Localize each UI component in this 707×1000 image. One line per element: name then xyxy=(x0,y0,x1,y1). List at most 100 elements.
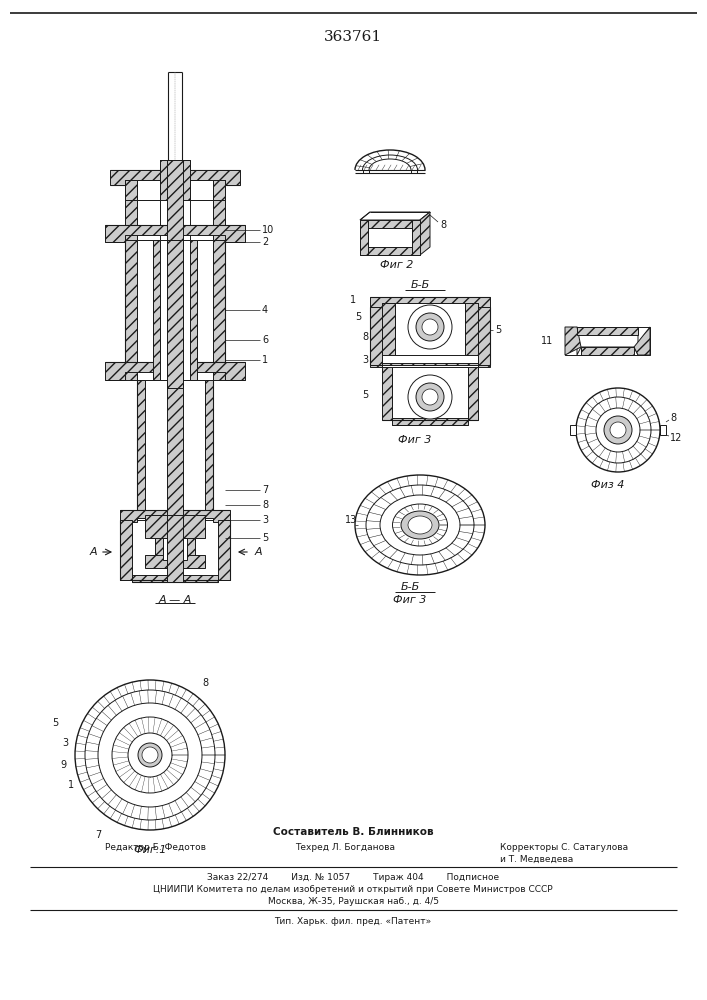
Ellipse shape xyxy=(408,516,432,534)
Polygon shape xyxy=(368,247,412,255)
Polygon shape xyxy=(190,180,213,200)
Text: Тип. Харьк. фил. пред. «Патент»: Тип. Харьк. фил. пред. «Патент» xyxy=(274,918,432,926)
Polygon shape xyxy=(370,297,490,307)
Circle shape xyxy=(138,743,162,767)
Polygon shape xyxy=(167,388,183,515)
Polygon shape xyxy=(110,160,240,185)
Text: 9: 9 xyxy=(60,760,66,770)
Circle shape xyxy=(128,733,172,777)
Polygon shape xyxy=(392,418,468,425)
Text: Фиг.1: Фиг.1 xyxy=(134,845,167,855)
Text: 5: 5 xyxy=(362,390,368,400)
Text: Редактор Б. Федотов: Редактор Б. Федотов xyxy=(105,842,206,852)
Polygon shape xyxy=(213,180,225,200)
Bar xyxy=(163,538,187,560)
Polygon shape xyxy=(120,520,230,580)
Text: Составитель В. Блинников: Составитель В. Блинников xyxy=(273,827,433,837)
Text: Физ 4: Физ 4 xyxy=(591,480,625,490)
Polygon shape xyxy=(167,515,183,582)
Text: 1: 1 xyxy=(350,295,356,305)
Polygon shape xyxy=(145,555,205,568)
Text: Фиг 3: Фиг 3 xyxy=(393,595,427,605)
Circle shape xyxy=(85,690,215,820)
Ellipse shape xyxy=(380,495,460,555)
Polygon shape xyxy=(160,160,190,200)
Text: 1: 1 xyxy=(68,780,74,790)
Polygon shape xyxy=(137,200,160,240)
Text: Б-Б: Б-Б xyxy=(400,582,420,592)
Polygon shape xyxy=(137,380,145,510)
Polygon shape xyxy=(382,367,392,420)
Polygon shape xyxy=(105,362,245,380)
Bar xyxy=(145,380,205,510)
Polygon shape xyxy=(565,327,581,355)
Polygon shape xyxy=(190,240,197,380)
Text: Фиг 3: Фиг 3 xyxy=(398,435,432,445)
Circle shape xyxy=(576,388,660,472)
Text: 7: 7 xyxy=(262,485,268,495)
Text: 5: 5 xyxy=(52,718,58,728)
Bar xyxy=(137,240,153,380)
Polygon shape xyxy=(420,212,430,255)
Circle shape xyxy=(422,389,438,405)
Text: 6: 6 xyxy=(262,335,268,345)
Text: Заказ 22/274        Изд. № 1057        Тираж 404        Подписное: Заказ 22/274 Изд. № 1057 Тираж 404 Подпи… xyxy=(207,874,499,882)
Ellipse shape xyxy=(401,511,439,539)
Polygon shape xyxy=(132,575,218,582)
Polygon shape xyxy=(213,185,225,240)
Polygon shape xyxy=(125,240,137,380)
Circle shape xyxy=(112,717,188,793)
Bar xyxy=(392,367,468,420)
Polygon shape xyxy=(577,327,638,355)
Text: 5: 5 xyxy=(262,533,268,543)
Text: 1: 1 xyxy=(262,355,268,365)
Circle shape xyxy=(75,680,225,830)
Bar xyxy=(565,327,650,355)
Polygon shape xyxy=(145,515,205,545)
Text: 13: 13 xyxy=(345,515,357,525)
Bar xyxy=(360,220,420,255)
Text: 3: 3 xyxy=(362,355,368,365)
Polygon shape xyxy=(360,220,368,255)
Polygon shape xyxy=(478,307,490,365)
Polygon shape xyxy=(120,520,132,580)
Text: 8: 8 xyxy=(362,332,368,342)
Polygon shape xyxy=(125,185,137,240)
Circle shape xyxy=(408,305,452,349)
Polygon shape xyxy=(155,538,195,560)
Text: Фиг 2: Фиг 2 xyxy=(380,260,414,270)
Bar xyxy=(570,425,576,435)
Polygon shape xyxy=(360,212,430,220)
Polygon shape xyxy=(125,185,225,240)
Text: и Т. Медведева: и Т. Медведева xyxy=(500,854,573,863)
Text: 5: 5 xyxy=(495,325,501,335)
Circle shape xyxy=(416,383,444,411)
Text: 3: 3 xyxy=(62,738,68,748)
Polygon shape xyxy=(634,327,650,355)
Polygon shape xyxy=(468,367,478,420)
Polygon shape xyxy=(167,240,183,388)
Circle shape xyxy=(604,416,632,444)
Ellipse shape xyxy=(355,475,485,575)
Text: ЦНИИПИ Комитета по делам изобретений и открытий при Совете Министров СССР: ЦНИИПИ Комитета по делам изобретений и о… xyxy=(153,886,553,894)
Polygon shape xyxy=(167,160,183,240)
Ellipse shape xyxy=(392,504,448,546)
Text: А: А xyxy=(255,547,262,557)
Ellipse shape xyxy=(366,485,474,565)
Text: 4: 4 xyxy=(262,305,268,315)
Text: 8: 8 xyxy=(202,678,208,688)
Text: 10: 10 xyxy=(262,225,274,235)
Circle shape xyxy=(142,747,158,763)
Polygon shape xyxy=(368,220,412,228)
Polygon shape xyxy=(213,240,225,380)
Polygon shape xyxy=(125,180,137,200)
Polygon shape xyxy=(465,303,478,355)
Circle shape xyxy=(610,422,626,438)
Text: 7: 7 xyxy=(95,830,101,840)
Polygon shape xyxy=(137,180,160,200)
Bar xyxy=(197,240,213,380)
Circle shape xyxy=(408,375,452,419)
Polygon shape xyxy=(581,347,634,355)
Bar xyxy=(160,240,190,380)
Polygon shape xyxy=(120,510,230,522)
